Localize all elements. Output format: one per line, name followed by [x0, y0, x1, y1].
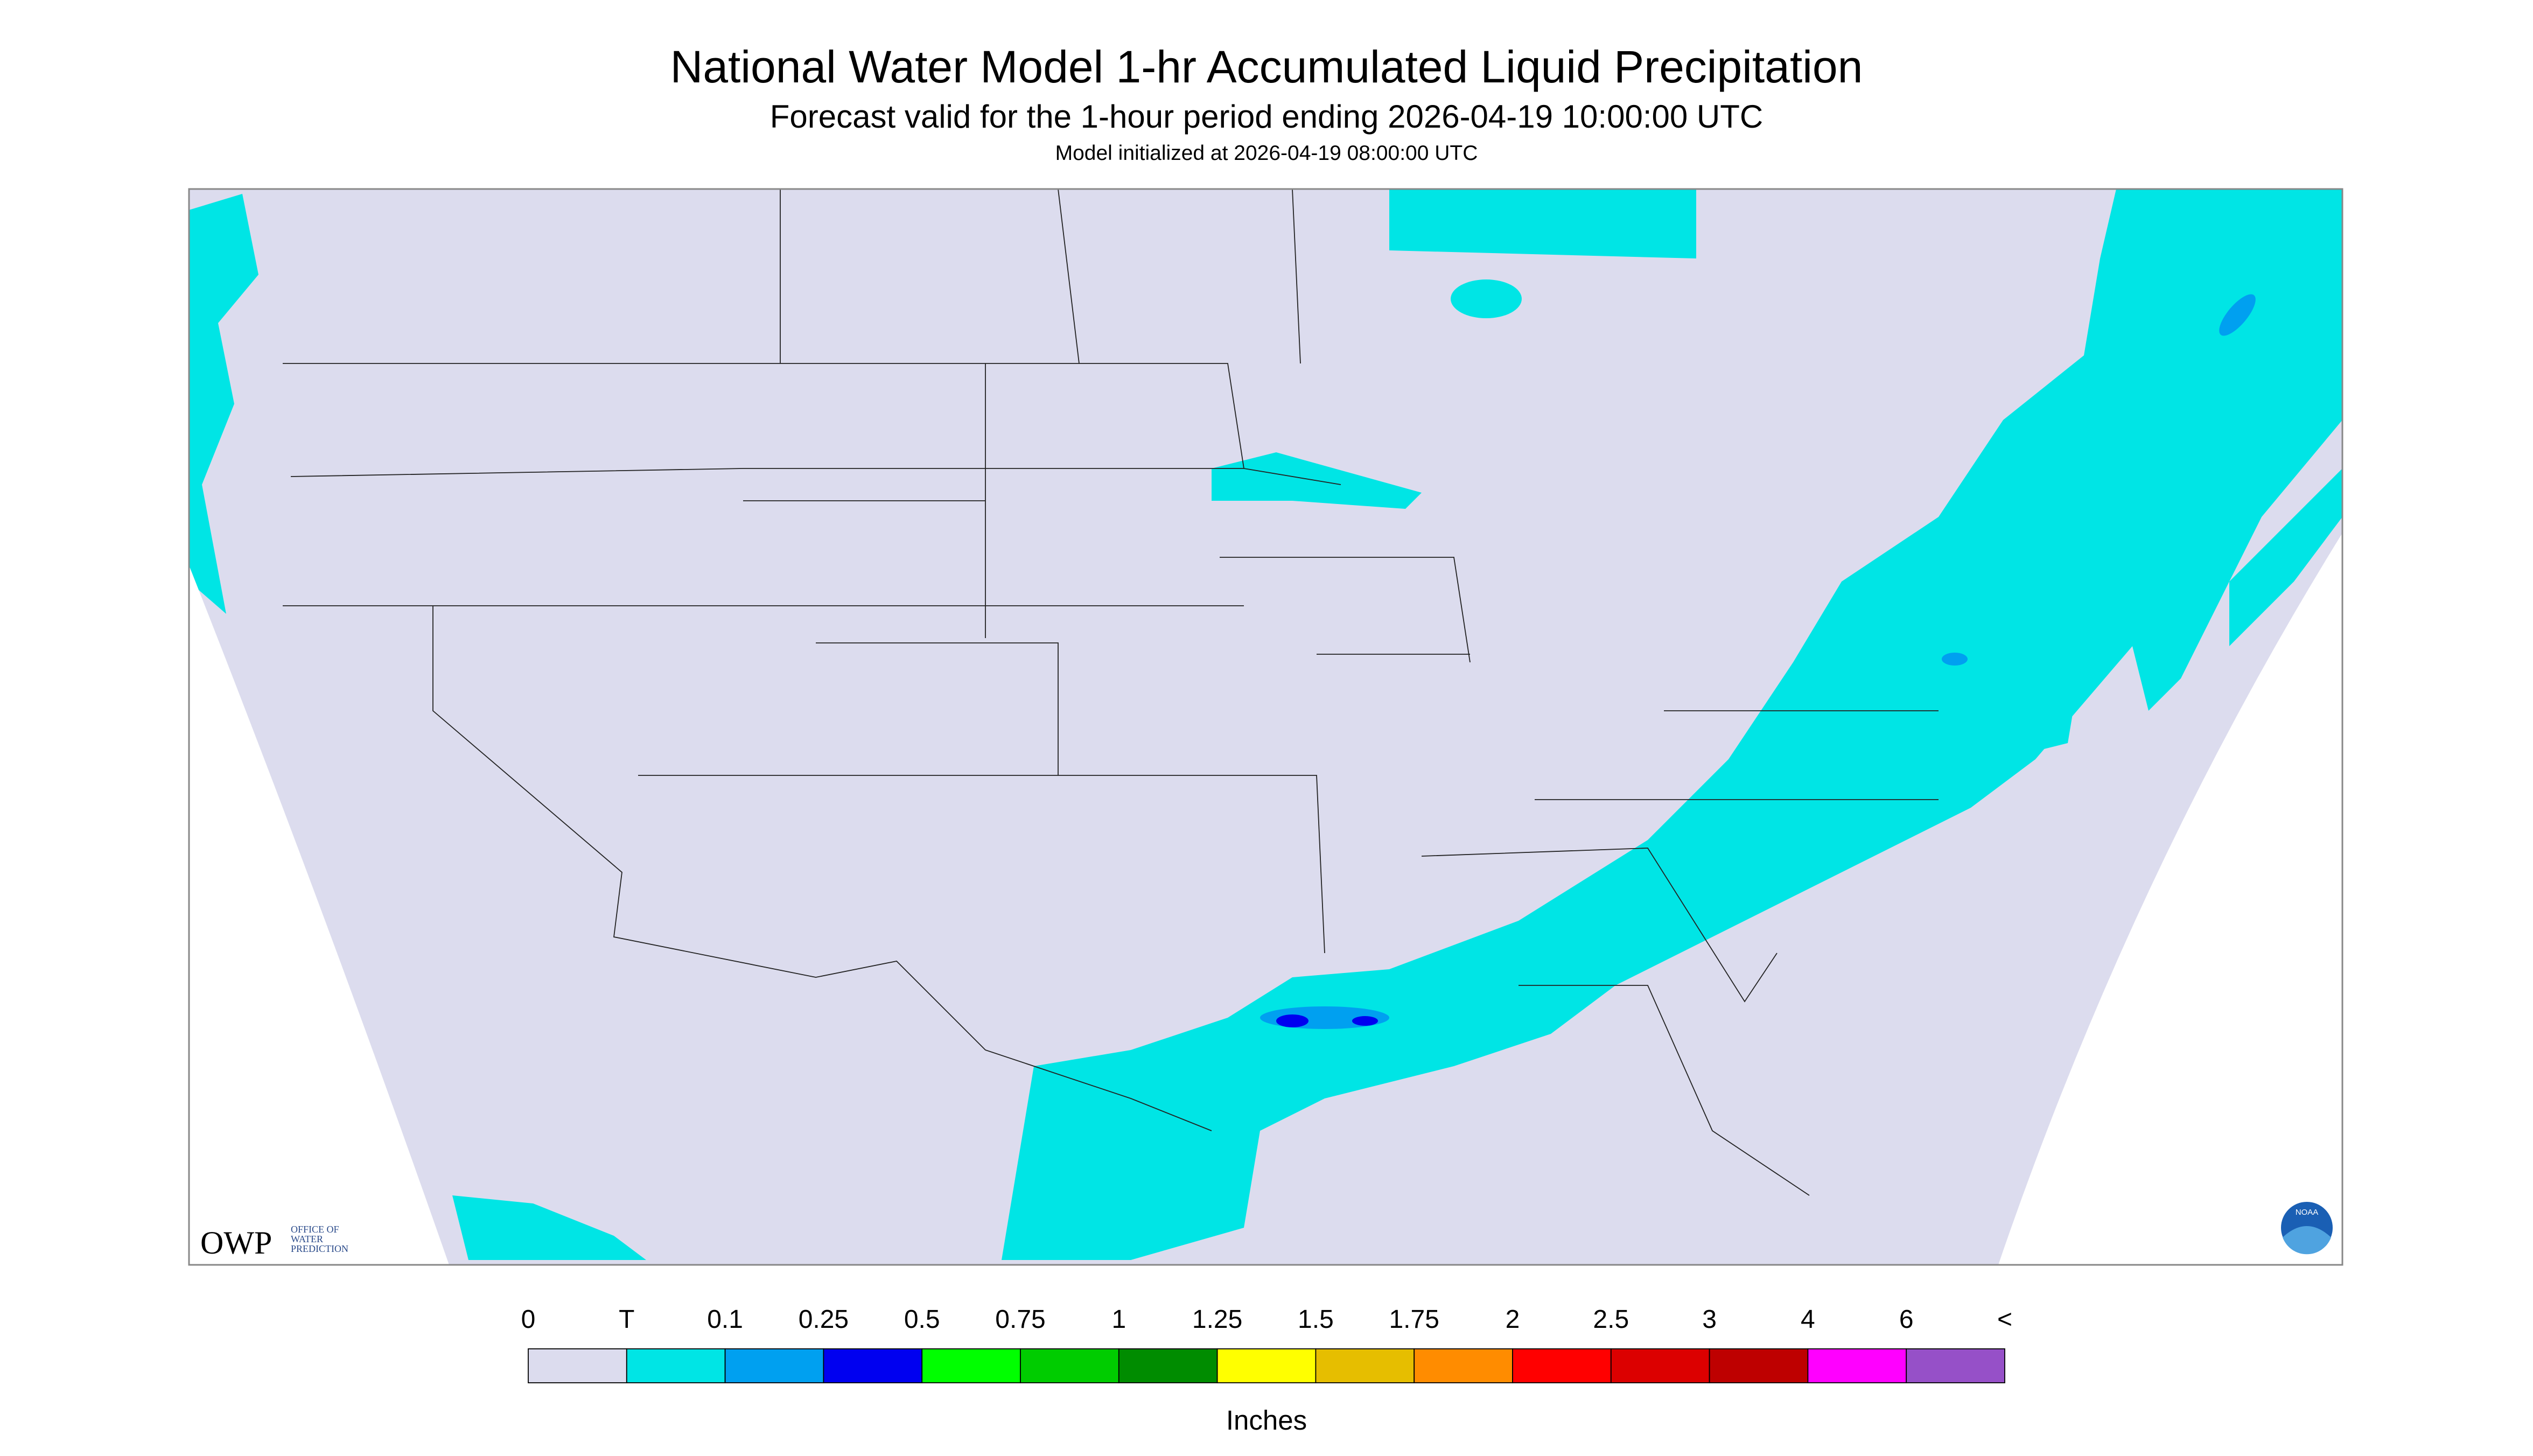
legend-label: 1.5	[1298, 1305, 1334, 1334]
legend-label: 0.75	[995, 1305, 1045, 1334]
logo-text: OWP	[200, 1225, 272, 1261]
legend-label: 6	[1899, 1305, 1914, 1334]
boundaries	[283, 188, 1939, 1196]
legend-label: 4	[1801, 1305, 1815, 1334]
domain-mask	[189, 533, 2342, 1265]
legend-swatch	[724, 1348, 824, 1383]
legend-label: 1	[1111, 1305, 1126, 1334]
legend-swatch	[528, 1348, 627, 1383]
precipitation-moderate	[1276, 1014, 1378, 1028]
legend-label: T	[619, 1305, 634, 1334]
legend-units: Inches	[1226, 1405, 1307, 1436]
legend-label: 1.75	[1389, 1305, 1439, 1334]
legend-swatch	[921, 1348, 1021, 1383]
noaa-wave	[2283, 1226, 2331, 1255]
legend-label: <	[1997, 1305, 2012, 1334]
legend-swatch	[1709, 1348, 1809, 1383]
legend-label: 1.25	[1192, 1305, 1242, 1334]
legend-swatch	[1020, 1348, 1119, 1383]
legend-label: 0	[521, 1305, 536, 1334]
legend-label: 0.1	[707, 1305, 743, 1334]
precipitation	[189, 189, 2342, 1261]
legend-label: 2.5	[1593, 1305, 1629, 1334]
legend-swatch	[1512, 1348, 1612, 1383]
map-frame	[188, 188, 2343, 1266]
legend-swatch	[1414, 1348, 1513, 1383]
legend-swatch	[1610, 1348, 1710, 1383]
legend-label: 3	[1702, 1305, 1717, 1334]
logo-line: WATER	[291, 1234, 323, 1244]
legend-swatch	[626, 1348, 726, 1383]
legend-swatch	[1906, 1348, 2005, 1383]
init-time: Model initialized at 2026-04-19 08:00:00…	[1055, 142, 1478, 165]
logo-line: OFFICE OF	[291, 1224, 339, 1235]
legend-label: 0.25	[799, 1305, 849, 1334]
legend-swatch	[1118, 1348, 1218, 1383]
legend-swatch	[1807, 1348, 1907, 1383]
legend-swatch	[823, 1348, 923, 1383]
noaa-text: NOAA	[2296, 1208, 2319, 1217]
legend-label: 0.5	[904, 1305, 940, 1334]
legend-label: 2	[1506, 1305, 1520, 1334]
legend-swatch	[1216, 1348, 1317, 1383]
legend-swatch	[1315, 1348, 1415, 1383]
logo-line: PREDICTION	[291, 1243, 348, 1254]
legend: 0 T 0.1 0.25 0.5 0.75 1 1.25 1.5 1.75 2 2.5 3 4 6 <	[521, 1305, 2012, 1383]
subtitle: Forecast valid for the 1-hour period end…	[770, 99, 1763, 135]
title: National Water Model 1-hr Accumulated Li…	[670, 41, 1863, 92]
